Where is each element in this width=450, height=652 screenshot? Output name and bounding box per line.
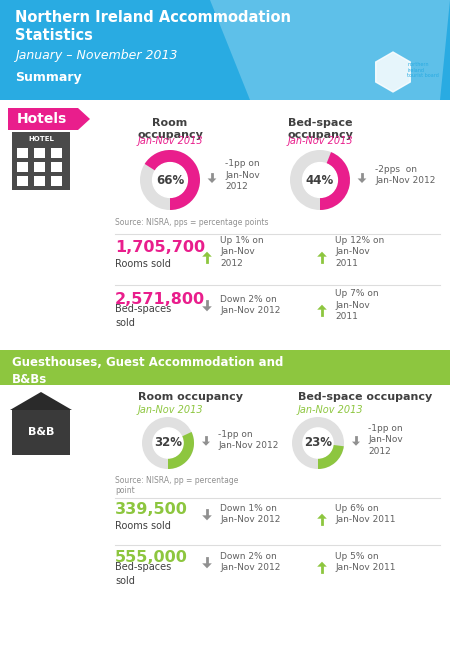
Text: 44%: 44% <box>306 173 334 186</box>
Polygon shape <box>210 0 450 100</box>
Polygon shape <box>202 306 212 311</box>
Circle shape <box>153 428 183 458</box>
Text: -1pp on
Jan-Nov 2012: -1pp on Jan-Nov 2012 <box>218 430 279 450</box>
Text: Summary: Summary <box>15 72 81 85</box>
Wedge shape <box>320 152 350 210</box>
Text: Up 5% on
Jan-Nov 2011: Up 5% on Jan-Nov 2011 <box>335 552 396 572</box>
Polygon shape <box>376 52 410 92</box>
Text: northern
ireland
tourist board: northern ireland tourist board <box>407 62 439 78</box>
Polygon shape <box>317 304 327 310</box>
Text: Down 2% on
Jan-Nov 2012: Down 2% on Jan-Nov 2012 <box>220 552 280 572</box>
Bar <box>17 162 28 172</box>
Polygon shape <box>78 108 90 130</box>
Bar <box>34 148 45 158</box>
Text: Bed-spaces
sold: Bed-spaces sold <box>115 304 171 327</box>
Text: Jan-Nov 2013: Jan-Nov 2013 <box>137 136 203 146</box>
Text: 339,500: 339,500 <box>115 503 188 518</box>
Text: HOTEL: HOTEL <box>28 136 54 142</box>
Circle shape <box>303 428 333 458</box>
Wedge shape <box>140 150 200 210</box>
Text: Source: NISRA, pps = percentage points: Source: NISRA, pps = percentage points <box>115 218 269 227</box>
Wedge shape <box>318 445 344 469</box>
Text: Up 1% on
Jan-Nov
2012: Up 1% on Jan-Nov 2012 <box>220 237 264 267</box>
Bar <box>0 350 450 385</box>
Circle shape <box>302 162 338 198</box>
Text: Jan-Nov 2013: Jan-Nov 2013 <box>287 136 353 146</box>
Text: Jan-Nov 2013: Jan-Nov 2013 <box>138 405 203 415</box>
Text: Bed-space occupancy: Bed-space occupancy <box>298 392 432 402</box>
Text: -2pps  on
Jan-Nov 2012: -2pps on Jan-Nov 2012 <box>375 165 436 185</box>
Bar <box>51 162 62 172</box>
Bar <box>51 148 62 158</box>
Text: Rooms sold: Rooms sold <box>115 259 171 269</box>
Text: Bed-spaces
sold: Bed-spaces sold <box>115 563 171 585</box>
Text: Room occupancy: Room occupancy <box>138 392 243 402</box>
Circle shape <box>153 162 187 198</box>
Text: 555,000: 555,000 <box>115 550 188 565</box>
Text: Bed-space
occupancy: Bed-space occupancy <box>287 118 353 140</box>
Bar <box>17 148 28 158</box>
Bar <box>17 176 28 186</box>
Text: 23%: 23% <box>304 436 332 449</box>
FancyBboxPatch shape <box>8 108 78 130</box>
Polygon shape <box>202 563 212 569</box>
Polygon shape <box>317 562 327 567</box>
Polygon shape <box>358 179 366 183</box>
Text: Northern Ireland Accommodation: Northern Ireland Accommodation <box>15 10 291 25</box>
Text: Statistics: Statistics <box>15 27 93 42</box>
Bar <box>12 132 70 190</box>
Polygon shape <box>352 441 360 446</box>
Text: Up 6% on
Jan-Nov 2011: Up 6% on Jan-Nov 2011 <box>335 504 396 524</box>
Text: Down 1% on
Jan-Nov 2012: Down 1% on Jan-Nov 2012 <box>220 504 280 524</box>
Bar <box>51 176 62 186</box>
Text: Guesthouses, Guest Accommodation and
B&Bs: Guesthouses, Guest Accommodation and B&B… <box>12 356 283 386</box>
Polygon shape <box>10 392 72 410</box>
Text: Down 2% on
Jan-Nov 2012: Down 2% on Jan-Nov 2012 <box>220 295 280 315</box>
Polygon shape <box>202 515 212 520</box>
Text: Rooms sold: Rooms sold <box>115 521 171 531</box>
Wedge shape <box>144 150 200 210</box>
Text: -1pp on
Jan-Nov
2012: -1pp on Jan-Nov 2012 <box>368 424 403 456</box>
Bar <box>0 0 450 100</box>
Bar <box>12 410 70 455</box>
Wedge shape <box>290 150 350 210</box>
Text: -1pp on
Jan-Nov
2012: -1pp on Jan-Nov 2012 <box>225 159 260 190</box>
Text: January – November 2013: January – November 2013 <box>15 50 177 63</box>
Text: Up 12% on
Jan-Nov
2011: Up 12% on Jan-Nov 2011 <box>335 237 384 267</box>
Text: B&B: B&B <box>28 427 54 437</box>
Polygon shape <box>202 252 212 257</box>
Text: Up 7% on
Jan-Nov
2011: Up 7% on Jan-Nov 2011 <box>335 289 378 321</box>
Text: Hotels: Hotels <box>17 112 67 126</box>
Text: 32%: 32% <box>154 436 182 449</box>
Polygon shape <box>317 514 327 519</box>
Wedge shape <box>292 417 344 469</box>
Text: Room
occupancy: Room occupancy <box>137 118 203 140</box>
Text: Source: NISRA, pp = percentage
point: Source: NISRA, pp = percentage point <box>115 476 238 496</box>
Wedge shape <box>168 432 194 469</box>
Text: 1,705,700: 1,705,700 <box>115 241 205 256</box>
Text: 66%: 66% <box>156 173 184 186</box>
Text: Jan-Nov 2013: Jan-Nov 2013 <box>298 405 364 415</box>
Bar <box>34 176 45 186</box>
Wedge shape <box>142 417 194 469</box>
Polygon shape <box>207 179 216 183</box>
Polygon shape <box>317 252 327 257</box>
Polygon shape <box>202 441 210 446</box>
Bar <box>34 162 45 172</box>
Text: 2,571,800: 2,571,800 <box>115 293 205 308</box>
